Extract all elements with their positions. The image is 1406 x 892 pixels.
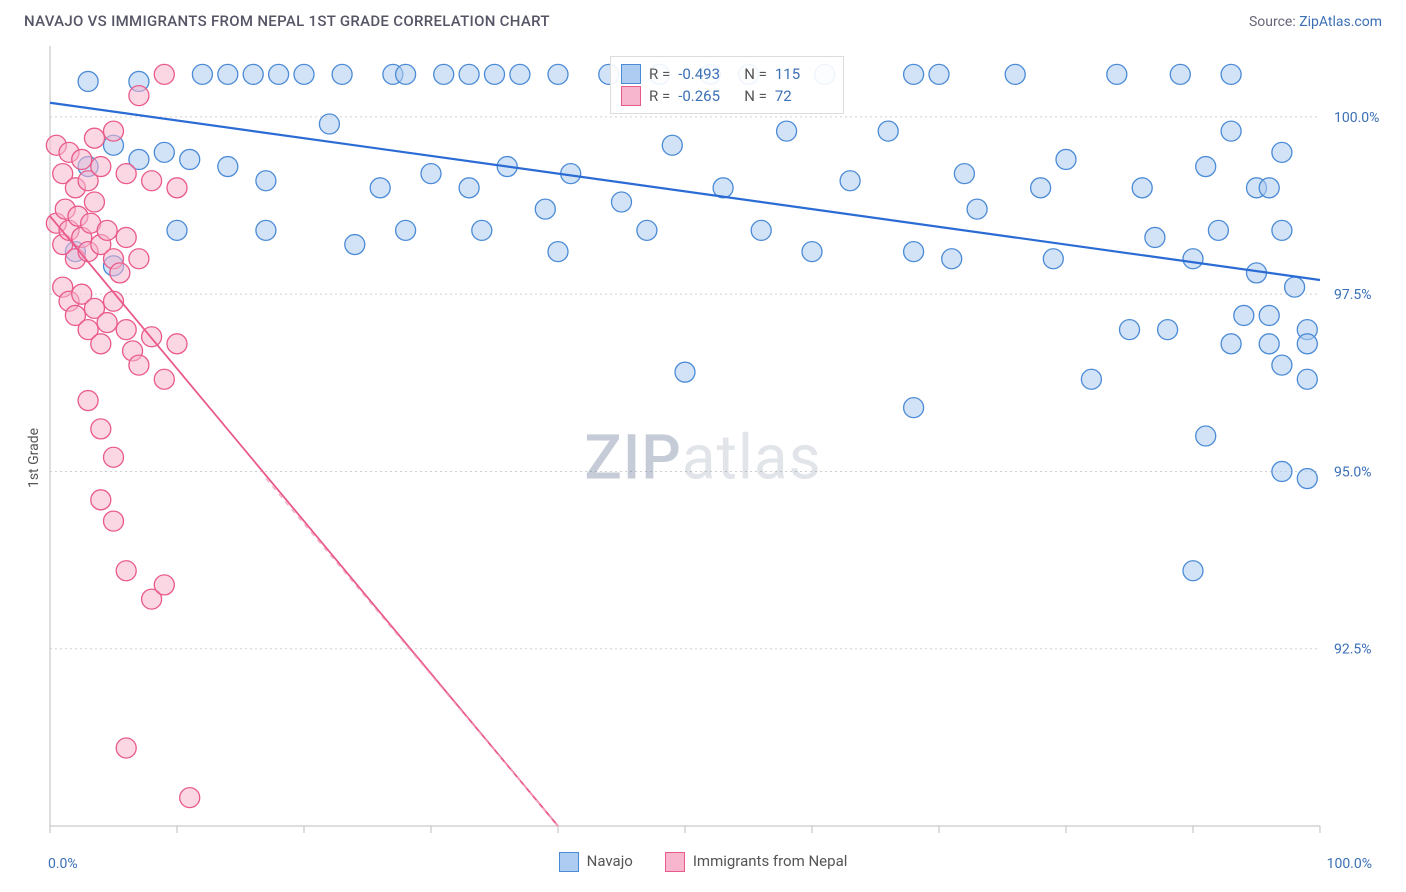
legend-item[interactable]: Immigrants from Nepal bbox=[665, 852, 848, 872]
legend-item[interactable]: Navajo bbox=[559, 852, 633, 872]
stats-swatch bbox=[621, 86, 641, 106]
legend-label: Navajo bbox=[587, 852, 633, 870]
svg-text:95.0%: 95.0% bbox=[1334, 464, 1372, 480]
source-label: Source: bbox=[1249, 14, 1299, 30]
chart-title: NAVAJO VS IMMIGRANTS FROM NEPAL 1ST GRAD… bbox=[24, 12, 550, 30]
y-axis-label: 1st Grade bbox=[26, 428, 42, 488]
stats-r-label: R = bbox=[649, 85, 670, 107]
chart-source: Source: ZipAtlas.com bbox=[1249, 14, 1382, 30]
stats-row: R = -0.493 N = 115 bbox=[621, 63, 833, 85]
stats-row: R = -0.265 N = 72 bbox=[621, 85, 833, 107]
svg-text:92.5%: 92.5% bbox=[1334, 642, 1372, 658]
x-axis-min-label: 0.0% bbox=[48, 856, 78, 872]
legend-label: Immigrants from Nepal bbox=[693, 852, 848, 870]
legend-swatch bbox=[559, 852, 579, 872]
chart-header: NAVAJO VS IMMIGRANTS FROM NEPAL 1ST GRAD… bbox=[0, 0, 1406, 38]
stats-n-value: 115 bbox=[775, 63, 833, 85]
source-link[interactable]: ZipAtlas.com bbox=[1299, 14, 1382, 30]
svg-text:100.0%: 100.0% bbox=[1334, 110, 1379, 126]
scatter-plot-svg: 92.5% 95.0% 97.5% 100.0% bbox=[0, 38, 1406, 878]
stats-r-value: -0.493 bbox=[678, 63, 736, 85]
stats-r-value: -0.265 bbox=[678, 85, 736, 107]
stats-n-label: N = bbox=[744, 85, 767, 107]
legend: Navajo Immigrants from Nepal bbox=[0, 852, 1406, 872]
x-axis-max-label: 100.0% bbox=[1327, 856, 1372, 872]
stats-swatch bbox=[621, 64, 641, 84]
legend-swatch bbox=[665, 852, 685, 872]
stats-n-label: N = bbox=[744, 63, 767, 85]
svg-text:97.5%: 97.5% bbox=[1334, 287, 1372, 303]
stats-r-label: R = bbox=[649, 63, 670, 85]
correlation-stats-box: R = -0.493 N = 115 R = -0.265 N = 72 bbox=[610, 56, 844, 114]
chart-area: 1st Grade ZIPatlas 92.5%95.0%97.5%100.0%… bbox=[0, 38, 1406, 878]
stats-n-value: 72 bbox=[775, 85, 833, 107]
